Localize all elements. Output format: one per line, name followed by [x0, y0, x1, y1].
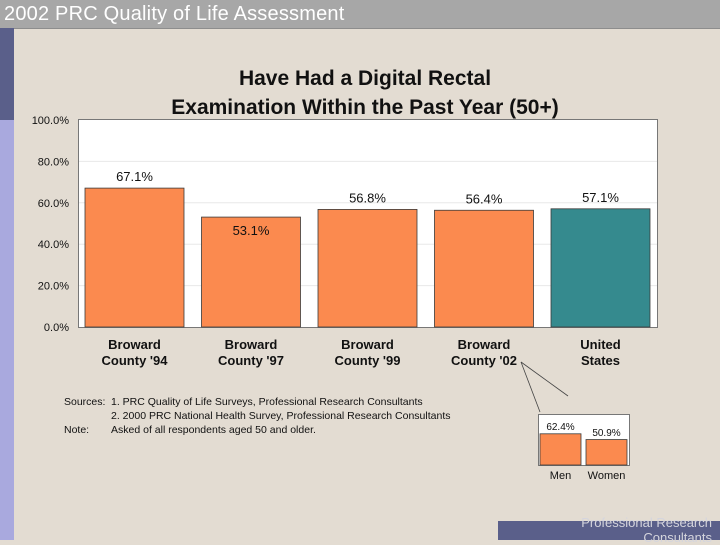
- left-stripe-dark: [0, 28, 14, 120]
- chart-title: Have Had a Digital Rectal Examination Wi…: [120, 64, 610, 122]
- source-1-text: 1. PRC Quality of Life Surveys, Professi…: [111, 396, 423, 408]
- note-text: Asked of all respondents aged 50 and old…: [111, 424, 316, 436]
- inset-connector-left: [520, 361, 541, 413]
- y-tick-label: 60.0%: [38, 198, 69, 210]
- bar-value-label: 67.1%: [116, 169, 153, 184]
- x-category-label: Broward: [341, 337, 394, 352]
- source-2-text: 2. 2000 PRC National Health Survey, Prof…: [111, 410, 451, 422]
- inset-connector-right: [520, 361, 569, 397]
- x-category-label: United: [580, 337, 621, 352]
- bar: [550, 208, 651, 328]
- bar: [317, 209, 418, 328]
- y-tick-label: 0.0%: [44, 322, 69, 334]
- source-row-1: Sources: 1. PRC Quality of Life Surveys, …: [64, 395, 450, 409]
- inset-value-label: 50.9%: [592, 428, 620, 439]
- source-row-2: 2. 2000 PRC National Health Survey, Prof…: [64, 409, 450, 423]
- note-label: Note:: [64, 424, 90, 436]
- y-tick-label: 100.0%: [32, 115, 70, 127]
- inset-category-label: Men: [550, 470, 571, 482]
- y-tick-label: 20.0%: [38, 281, 69, 293]
- inset-value-label: 62.4%: [546, 422, 574, 433]
- x-category-label: Broward: [108, 337, 161, 352]
- x-category-label: Broward: [225, 337, 278, 352]
- chart-title-line-1: Have Had a Digital Rectal: [238, 67, 492, 90]
- inset-bar: [539, 433, 582, 466]
- bar-value-label: 56.8%: [349, 190, 386, 205]
- slide-title: 2002 PRC Quality of Life Assessment: [4, 3, 345, 25]
- inset-bar: [585, 439, 628, 466]
- header-bar: 2002 PRC Quality of Life Assessment: [0, 0, 720, 29]
- bar: [201, 216, 301, 328]
- x-category-label: County '97: [218, 353, 284, 368]
- bar-value-label: 56.4%: [466, 191, 503, 206]
- bar: [434, 209, 534, 328]
- footer-bar: [498, 521, 720, 540]
- bar: [84, 187, 185, 328]
- footer-text: Professional Research Consultants: [581, 515, 712, 545]
- x-category-label: States: [581, 353, 620, 368]
- x-category-label: Broward: [458, 337, 511, 352]
- y-tick-label: 80.0%: [38, 156, 69, 168]
- bar-value-label: 57.1%: [582, 190, 619, 205]
- left-stripe-light: [0, 120, 14, 540]
- chart-title-line-2: Examination Within the Past Year (50+): [171, 96, 559, 119]
- sources-block: Sources: 1. PRC Quality of Life Surveys, …: [64, 395, 450, 437]
- sources-label: Sources:: [64, 396, 106, 408]
- x-category-label: County '02: [451, 353, 517, 368]
- x-category-label: County '99: [335, 353, 401, 368]
- note-row: Note: Asked of all respondents aged 50 an…: [64, 423, 450, 437]
- y-tick-label: 40.0%: [38, 239, 69, 251]
- bar-value-label: 53.1%: [233, 223, 270, 238]
- inset-category-label: Women: [588, 470, 626, 482]
- x-category-label: County '94: [102, 353, 169, 368]
